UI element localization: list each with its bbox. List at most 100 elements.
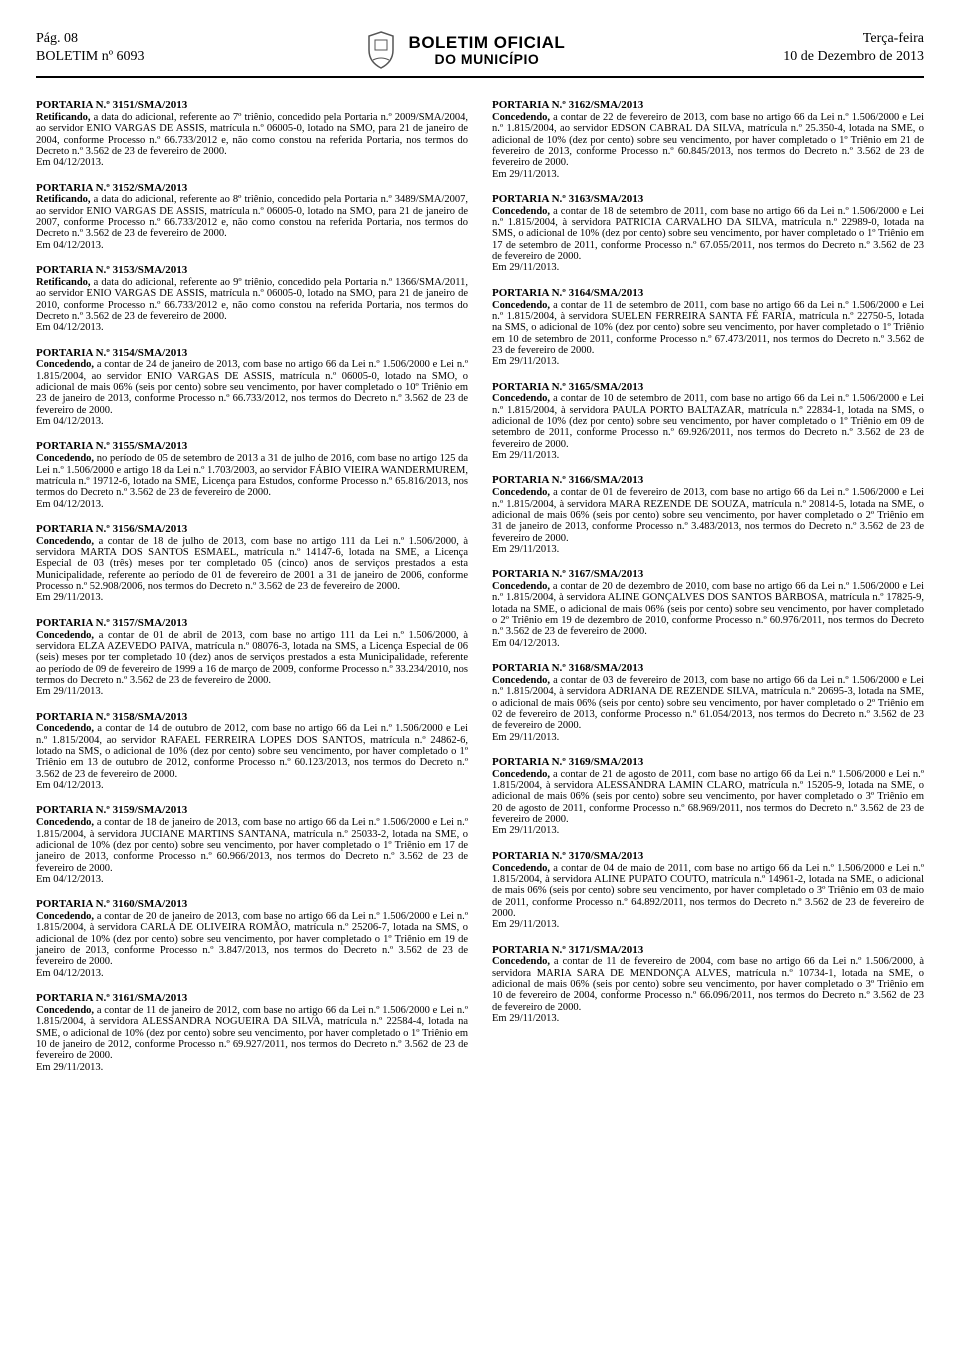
portaria-body: Concedendo, a contar de 11 de setembro d… [492, 300, 924, 357]
page-number: Pág. 08 [36, 30, 145, 48]
portaria: PORTARIA N.º 3159/SMA/2013Concedendo, a … [36, 805, 468, 885]
header-title: BOLETIM OFICIAL DO MUNICÍPIO [409, 34, 566, 67]
portaria-date: Em 04/12/2013. [36, 416, 468, 427]
portaria: PORTARIA N.º 3152/SMA/2013Retificando, a… [36, 183, 468, 252]
portaria: PORTARIA N.º 3170/SMA/2013Concedendo, a … [492, 851, 924, 931]
portaria-title: PORTARIA N.º 3163/SMA/2013 [492, 194, 924, 206]
portaria-body: Concedendo, a contar de 20 de janeiro de… [36, 911, 468, 968]
header-date: 10 de Dezembro de 2013 [783, 48, 924, 66]
portaria-body: Concedendo, a contar de 14 de outubro de… [36, 723, 468, 780]
portaria-date: Em 04/12/2013. [36, 968, 468, 979]
portaria-date: Em 04/12/2013. [36, 499, 468, 510]
portaria-date: Em 29/11/2013. [36, 686, 468, 697]
portaria-lead: Concedendo, [492, 112, 550, 123]
portaria-lead: Concedendo, [492, 863, 550, 874]
portaria-text: a contar de 20 de dezembro de 2010, com … [492, 581, 924, 637]
portaria-lead: Retificando, [36, 112, 91, 123]
portaria-lead: Concedendo, [36, 630, 94, 641]
portaria-title: PORTARIA N.º 3159/SMA/2013 [36, 805, 468, 817]
portaria-lead: Retificando, [36, 277, 91, 288]
header-right: Terça-feira 10 de Dezembro de 2013 [783, 30, 924, 66]
portaria-body: Concedendo, a contar de 11 de janeiro de… [36, 1005, 468, 1062]
portaria-title: PORTARIA N.º 3169/SMA/2013 [492, 757, 924, 769]
portaria: PORTARIA N.º 3163/SMA/2013Concedendo, a … [492, 194, 924, 274]
portaria: PORTARIA N.º 3164/SMA/2013Concedendo, a … [492, 288, 924, 368]
portaria-date: Em 29/11/2013. [492, 825, 924, 836]
column-left: PORTARIA N.º 3151/SMA/2013Retificando, a… [36, 100, 468, 1087]
portaria-date: Em 29/11/2013. [36, 592, 468, 603]
portaria-lead: Concedendo, [36, 723, 94, 734]
portaria-text: a data do adicional, referente ao 7º tri… [36, 112, 468, 157]
portaria-title: PORTARIA N.º 3156/SMA/2013 [36, 524, 468, 536]
header-title-line1: BOLETIM OFICIAL [409, 34, 566, 52]
portaria-text: a contar de 14 de outubro de 2012, com b… [36, 723, 468, 779]
portaria: PORTARIA N.º 3157/SMA/2013Concedendo, a … [36, 618, 468, 698]
page: Pág. 08 BOLETIM nº 6093 BOLETIM OFICIAL … [0, 0, 960, 1127]
portaria-body: Concedendo, a contar de 18 de setembro d… [492, 206, 924, 263]
portaria-date: Em 29/11/2013. [492, 1013, 924, 1024]
portaria-text: a contar de 10 de setembro de 2011, com … [492, 393, 924, 449]
portaria-date: Em 04/12/2013. [36, 157, 468, 168]
portaria-lead: Concedendo, [492, 769, 550, 780]
municipal-crest-icon [363, 30, 399, 70]
portaria: PORTARIA N.º 3160/SMA/2013Concedendo, a … [36, 899, 468, 979]
portaria: PORTARIA N.º 3153/SMA/2013Retificando, a… [36, 265, 468, 334]
portaria-title: PORTARIA N.º 3164/SMA/2013 [492, 288, 924, 300]
portaria-lead: Retificando, [36, 194, 91, 205]
portaria: PORTARIA N.º 3155/SMA/2013Concedendo, no… [36, 441, 468, 510]
portaria-lead: Concedendo, [492, 487, 550, 498]
portaria: PORTARIA N.º 3171/SMA/2013Concedendo, a … [492, 945, 924, 1025]
portaria-text: a contar de 18 de janeiro de 2013, com b… [36, 817, 468, 873]
portaria-lead: Concedendo, [36, 536, 94, 547]
portaria-lead: Concedendo, [492, 393, 550, 404]
portaria-lead: Concedendo, [492, 206, 550, 217]
portaria: PORTARIA N.º 3151/SMA/2013Retificando, a… [36, 100, 468, 169]
portaria-lead: Concedendo, [36, 359, 94, 370]
portaria: PORTARIA N.º 3158/SMA/2013Concedendo, a … [36, 712, 468, 792]
portaria-date: Em 29/11/2013. [492, 262, 924, 273]
header-left: Pág. 08 BOLETIM nº 6093 [36, 30, 145, 66]
portaria-lead: Concedendo, [36, 817, 94, 828]
portaria-title: PORTARIA N.º 3171/SMA/2013 [492, 945, 924, 957]
portaria-lead: Concedendo, [492, 300, 550, 311]
portaria-body: Concedendo, a contar de 22 de fevereiro … [492, 112, 924, 169]
portaria-date: Em 29/11/2013. [492, 732, 924, 743]
portaria-lead: Concedendo, [36, 1005, 94, 1016]
portaria-text: a contar de 11 de fevereiro de 2004, com… [492, 956, 924, 1012]
portaria-date: Em 29/11/2013. [36, 1062, 468, 1073]
portaria-date: Em 29/11/2013. [492, 169, 924, 180]
portaria-lead: Concedendo, [36, 453, 94, 464]
portaria: PORTARIA N.º 3154/SMA/2013Concedendo, a … [36, 348, 468, 428]
portaria-text: a contar de 01 de abril de 2013, com bas… [36, 630, 468, 686]
portaria-date: Em 29/11/2013. [492, 356, 924, 367]
portaria: PORTARIA N.º 3168/SMA/2013Concedendo, a … [492, 663, 924, 743]
portaria-date: Em 29/11/2013. [492, 919, 924, 930]
portaria-date: Em 04/12/2013. [36, 322, 468, 333]
portaria-date: Em 04/12/2013. [36, 240, 468, 251]
portaria-date: Em 29/11/2013. [492, 450, 924, 461]
portaria-text: a contar de 04 de maio de 2011, com base… [492, 863, 924, 919]
portaria-text: a contar de 24 de janeiro de 2013, com b… [36, 359, 468, 415]
portaria-body: Concedendo, a contar de 10 de setembro d… [492, 393, 924, 450]
portaria-title: PORTARIA N.º 3155/SMA/2013 [36, 441, 468, 453]
portaria-body: Retificando, a data do adicional, refere… [36, 277, 468, 322]
bulletin-number: BOLETIM nº 6093 [36, 48, 145, 66]
portaria-body: Concedendo, a contar de 18 de julho de 2… [36, 536, 468, 593]
portaria: PORTARIA N.º 3162/SMA/2013Concedendo, a … [492, 100, 924, 180]
portaria-title: PORTARIA N.º 3151/SMA/2013 [36, 100, 468, 112]
portaria: PORTARIA N.º 3167/SMA/2013Concedendo, a … [492, 569, 924, 649]
portaria-title: PORTARIA N.º 3158/SMA/2013 [36, 712, 468, 724]
portaria-text: a contar de 20 de janeiro de 2013, com b… [36, 911, 468, 967]
portaria-body: Concedendo, a contar de 11 de fevereiro … [492, 956, 924, 1013]
portaria-text: a contar de 03 de fevereiro de 2013, com… [492, 675, 924, 731]
portaria-text: a contar de 18 de setembro de 2011, com … [492, 206, 924, 262]
portaria-text: a contar de 21 de agosto de 2011, com ba… [492, 769, 924, 825]
header-weekday: Terça-feira [783, 30, 924, 48]
portaria-text: a contar de 11 de janeiro de 2012, com b… [36, 1005, 468, 1061]
portaria-body: Concedendo, a contar de 18 de janeiro de… [36, 817, 468, 874]
portaria-title: PORTARIA N.º 3161/SMA/2013 [36, 993, 468, 1005]
portaria-title: PORTARIA N.º 3153/SMA/2013 [36, 265, 468, 277]
portaria-text: a contar de 22 de fevereiro de 2013, com… [492, 112, 924, 168]
portaria-text: a contar de 01 de fevereiro de 2013, com… [492, 487, 924, 543]
portaria-body: Concedendo, a contar de 21 de agosto de … [492, 769, 924, 826]
